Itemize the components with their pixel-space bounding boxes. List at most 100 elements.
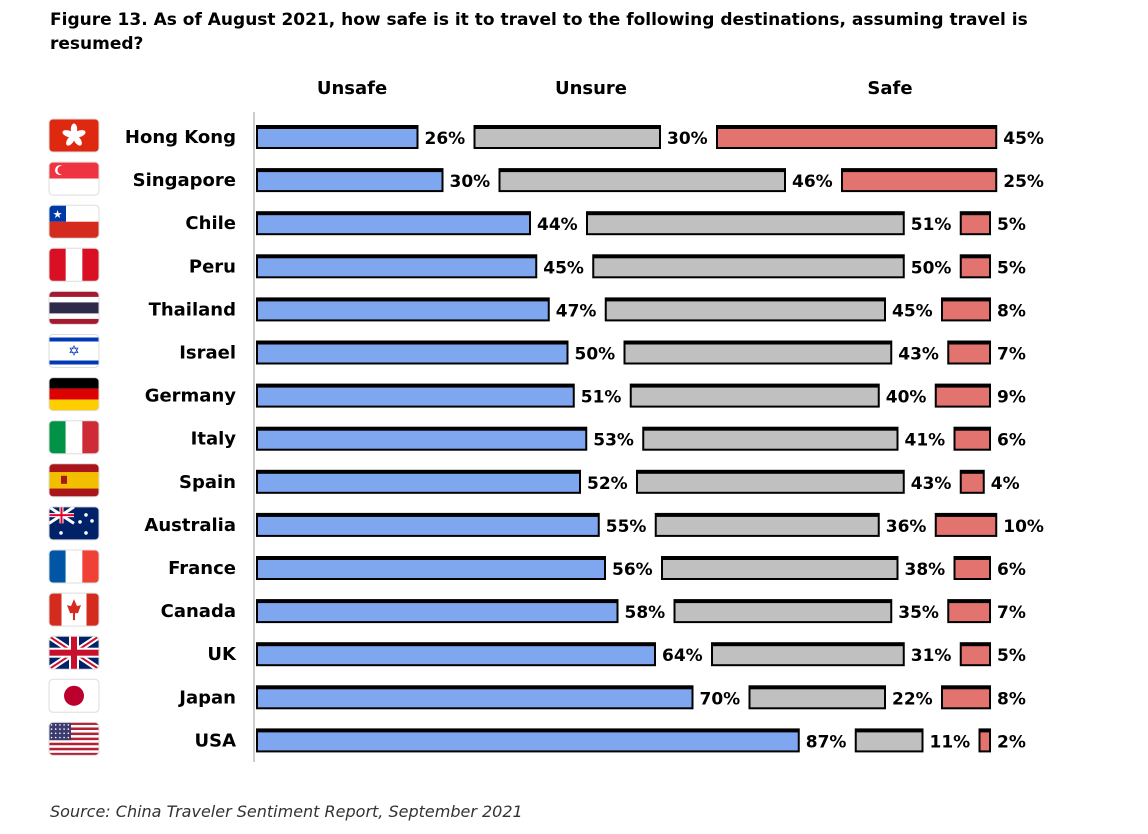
value-label-australia-unsure: 36% [886, 517, 927, 537]
bar-hong-kong-safe [718, 129, 996, 147]
value-label-thailand-unsure: 45% [892, 301, 933, 321]
value-label-italy-safe: 6% [997, 431, 1026, 451]
bar-france-unsafe [258, 560, 604, 578]
value-label-france-safe: 6% [997, 560, 1026, 580]
value-label-spain-unsure: 43% [911, 474, 952, 494]
bar-italy-unsafe [258, 430, 586, 449]
bar-usa-unsure [856, 732, 922, 751]
value-label-italy-unsafe: 53% [593, 431, 634, 451]
value-label-chile-safe: 5% [997, 215, 1026, 235]
bar-chile-safe [961, 215, 989, 234]
value-label-italy-unsure: 41% [905, 431, 946, 451]
value-label-usa-unsafe: 87% [806, 732, 847, 752]
column-header-unsure: Unsure [555, 78, 627, 99]
bar-thailand-safe [943, 301, 989, 320]
bar-peru-unsafe [258, 258, 536, 277]
value-label-peru-unsure: 50% [911, 258, 952, 278]
value-label-france-unsafe: 56% [612, 560, 653, 580]
value-label-israel-unsure: 43% [898, 345, 939, 365]
category-label-singapore: Singapore [133, 170, 236, 191]
bar-peru-safe [961, 258, 989, 277]
bar-israel-unsure [625, 344, 891, 363]
bar-chile-unsafe [258, 215, 529, 234]
value-label-israel-safe: 7% [997, 345, 1026, 365]
bar-uk-unsure [713, 646, 903, 665]
value-label-thailand-safe: 8% [997, 301, 1026, 321]
france-flag-icon [48, 549, 100, 584]
value-label-japan-unsure: 22% [892, 689, 933, 709]
category-label-france: France [168, 558, 236, 579]
value-label-japan-unsafe: 70% [700, 689, 741, 709]
value-label-hong-kong-safe: 45% [1003, 129, 1044, 149]
bar-peru-unsure [594, 258, 903, 277]
value-label-japan-safe: 8% [997, 689, 1026, 709]
thailand-flag-icon [48, 290, 100, 325]
bar-chile-unsure [588, 215, 903, 234]
value-label-germany-unsafe: 51% [581, 388, 622, 408]
category-label-hong-kong: Hong Kong [125, 127, 236, 148]
bar-australia-safe [936, 516, 996, 535]
value-label-singapore-unsure: 46% [792, 172, 833, 192]
value-label-hong-kong-unsafe: 26% [425, 129, 466, 149]
spain-flag-icon [48, 463, 100, 498]
bar-australia-unsure [656, 516, 878, 535]
bar-hong-kong-unsafe [258, 129, 417, 147]
bar-canada-unsure [675, 603, 891, 622]
australia-flag-icon [48, 506, 100, 541]
value-label-canada-safe: 7% [997, 603, 1026, 623]
value-label-germany-safe: 9% [997, 388, 1026, 408]
source-note: Source: China Traveler Sentiment Report,… [50, 802, 523, 821]
category-label-uk: UK [207, 644, 237, 665]
bar-germany-unsafe [258, 387, 573, 406]
bar-uk-safe [961, 646, 989, 665]
value-label-germany-unsure: 40% [886, 388, 927, 408]
bar-australia-unsafe [258, 516, 598, 535]
value-label-spain-safe: 4% [991, 474, 1020, 494]
category-label-spain: Spain [179, 472, 236, 493]
value-label-singapore-unsafe: 30% [450, 172, 491, 192]
bar-italy-safe [955, 430, 989, 449]
svg-text:★: ★ [53, 208, 63, 221]
bar-italy-unsure [644, 430, 897, 449]
japan-flag-icon [48, 678, 100, 713]
bar-france-safe [955, 560, 989, 578]
bar-france-unsure [663, 560, 897, 578]
usa-flag-icon [48, 721, 100, 756]
value-label-thailand-unsafe: 47% [556, 301, 597, 321]
bar-germany-safe [936, 387, 989, 406]
category-label-australia: Australia [144, 515, 236, 536]
germany-flag-icon [48, 377, 100, 412]
category-label-italy: Italy [191, 429, 237, 450]
bar-uk-unsafe [258, 646, 654, 665]
hong-kong-flag-icon [48, 118, 100, 153]
svg-text:✡: ✡ [68, 344, 80, 360]
stacked-bar-chart: Unsafe Unsure Safe Hong Kong 26% 30% 45% Singap… [48, 78, 1044, 762]
column-header-unsafe: Unsafe [317, 78, 387, 99]
bar-singapore-unsure [500, 172, 784, 191]
category-label-canada: Canada [161, 601, 236, 622]
bar-thailand-unsure [606, 301, 884, 320]
category-label-peru: Peru [189, 256, 236, 277]
israel-flag-icon: ✡ [48, 334, 100, 368]
category-label-chile: Chile [185, 213, 236, 234]
category-label-japan: Japan [177, 687, 236, 708]
category-label-thailand: Thailand [149, 299, 236, 320]
category-label-israel: Israel [179, 343, 236, 364]
bar-singapore-safe [843, 172, 996, 191]
italy-flag-icon [48, 420, 100, 455]
value-label-uk-safe: 5% [997, 646, 1026, 666]
bar-usa-unsafe [258, 732, 798, 751]
category-label-usa: USA [194, 730, 236, 751]
category-label-germany: Germany [145, 386, 237, 407]
value-label-usa-safe: 2% [997, 732, 1026, 752]
bar-spain-unsafe [258, 473, 579, 492]
peru-flag-icon [48, 247, 100, 282]
value-label-peru-unsafe: 45% [543, 258, 584, 278]
canada-flag-icon [48, 592, 100, 627]
column-header-safe: Safe [867, 78, 912, 99]
value-label-peru-safe: 5% [997, 258, 1026, 278]
bar-spain-safe [961, 473, 983, 492]
bar-thailand-unsafe [258, 301, 548, 320]
singapore-flag-icon [48, 161, 100, 196]
bar-israel-unsafe [258, 344, 567, 363]
